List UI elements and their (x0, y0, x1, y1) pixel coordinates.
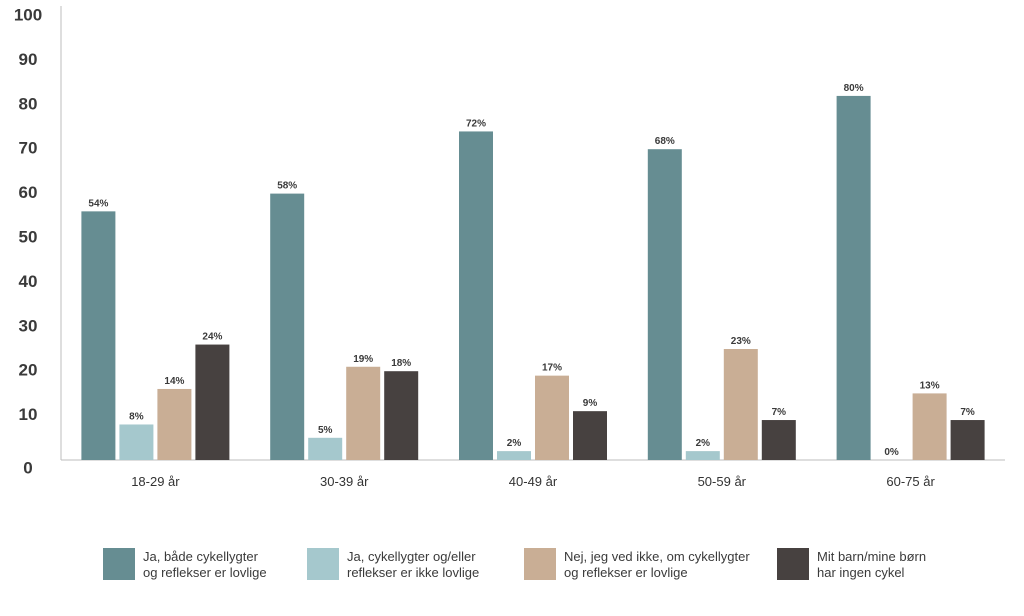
y-tick-label: 50 (19, 227, 38, 246)
data-label: 2% (696, 438, 711, 449)
bar (573, 411, 607, 460)
legend-label: Nej, jeg ved ikke, om cykellygter og ref… (564, 549, 750, 580)
y-tick-label: 80 (19, 94, 38, 113)
legend-label: Mit barn/mine børn har ingen cykel (817, 549, 927, 580)
legend-swatch (777, 548, 809, 580)
data-label: 18% (391, 358, 411, 369)
data-label: 80% (844, 83, 864, 94)
bar (535, 375, 569, 460)
bar (685, 451, 720, 460)
data-label: 17% (542, 363, 562, 374)
data-label: 0% (884, 447, 899, 458)
legend-item: Ja, cykellygter og/eller reflekser er ik… (307, 548, 479, 581)
category-label: 40-49 år (509, 474, 558, 489)
data-label: 8% (129, 411, 144, 422)
legend-label: Ja, både cykellygter og reflekser er lov… (143, 549, 267, 580)
legend-item: Mit barn/mine børn har ingen cykel (777, 548, 926, 581)
bar (384, 371, 419, 460)
bar (497, 451, 531, 460)
data-label: 54% (88, 198, 108, 209)
data-label: 2% (507, 438, 522, 449)
data-label: 72% (466, 118, 486, 129)
data-label: 5% (318, 425, 333, 436)
y-tick-label: 40 (19, 272, 38, 291)
data-label: 14% (164, 376, 184, 387)
bar (346, 366, 381, 460)
data-label: 68% (655, 136, 675, 147)
data-label: 13% (920, 380, 940, 391)
data-label: 23% (731, 336, 751, 347)
bar (270, 193, 305, 460)
legend-swatch (524, 548, 556, 580)
legend-swatch (103, 548, 135, 580)
bar (119, 424, 154, 460)
legend: Ja, både cykellygter og reflekser er lov… (0, 540, 1024, 600)
category-label: 50-59 år (698, 474, 747, 489)
category-label: 30-39 år (320, 474, 369, 489)
data-label: 9% (583, 398, 598, 409)
category-label: 18-29 år (131, 474, 180, 489)
bar (912, 393, 947, 460)
legend-item: Nej, jeg ved ikke, om cykellygter og ref… (524, 548, 750, 581)
y-tick-label: 60 (19, 183, 38, 202)
category-label: 60-75 år (886, 474, 935, 489)
bar-chart: 0 10 20 30 40 50 60 70 80 90 100 54% 8% 14% 24% 18-29 å… (14, 5, 1005, 489)
y-tick-label: 10 (19, 405, 38, 424)
y-tick-label: 30 (19, 316, 38, 335)
data-label: 7% (772, 407, 787, 418)
data-label: 58% (277, 181, 297, 192)
bar (81, 211, 116, 460)
bar (950, 420, 985, 460)
legend-label: Ja, cykellygter og/eller reflekser er ik… (347, 549, 480, 580)
bar (761, 420, 796, 460)
bar (647, 149, 682, 460)
bar (723, 349, 758, 460)
y-tick-label: 100 (14, 5, 42, 24)
bar (459, 131, 493, 460)
data-label: 19% (353, 354, 373, 365)
y-tick-label: 20 (19, 361, 38, 380)
y-tick-label: 70 (19, 139, 38, 158)
data-label: 7% (960, 407, 975, 418)
legend-item: Ja, både cykellygter og reflekser er lov… (103, 548, 267, 581)
data-label: 24% (202, 332, 222, 343)
y-tick-label: 0 (23, 458, 32, 477)
bar (157, 388, 192, 460)
bar (308, 437, 343, 460)
y-tick-label: 90 (19, 50, 38, 69)
bar (195, 344, 230, 460)
bar (836, 95, 871, 461)
legend-swatch (307, 548, 339, 580)
